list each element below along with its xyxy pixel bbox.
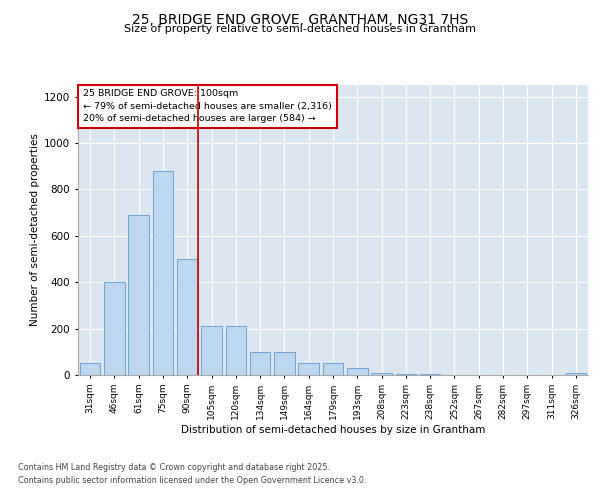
Y-axis label: Number of semi-detached properties: Number of semi-detached properties bbox=[30, 134, 40, 326]
Bar bbox=[80, 364, 100, 375]
Bar bbox=[201, 326, 222, 375]
Bar bbox=[347, 368, 368, 375]
Text: Size of property relative to semi-detached houses in Grantham: Size of property relative to semi-detach… bbox=[124, 24, 476, 34]
Bar bbox=[371, 372, 392, 375]
Bar bbox=[420, 374, 440, 375]
Bar bbox=[226, 326, 246, 375]
Bar bbox=[274, 352, 295, 375]
Bar bbox=[128, 215, 149, 375]
Bar bbox=[104, 282, 125, 375]
Bar bbox=[395, 374, 416, 375]
Text: Contains HM Land Registry data © Crown copyright and database right 2025.: Contains HM Land Registry data © Crown c… bbox=[18, 464, 330, 472]
Bar bbox=[298, 364, 319, 375]
Bar bbox=[566, 372, 586, 375]
Bar bbox=[250, 352, 271, 375]
Text: Contains public sector information licensed under the Open Government Licence v3: Contains public sector information licen… bbox=[18, 476, 367, 485]
Bar bbox=[152, 171, 173, 375]
Bar bbox=[177, 259, 197, 375]
X-axis label: Distribution of semi-detached houses by size in Grantham: Distribution of semi-detached houses by … bbox=[181, 424, 485, 434]
Bar bbox=[323, 364, 343, 375]
Text: 25 BRIDGE END GROVE: 100sqm
← 79% of semi-detached houses are smaller (2,316)
20: 25 BRIDGE END GROVE: 100sqm ← 79% of sem… bbox=[83, 90, 332, 124]
Text: 25, BRIDGE END GROVE, GRANTHAM, NG31 7HS: 25, BRIDGE END GROVE, GRANTHAM, NG31 7HS bbox=[132, 12, 468, 26]
